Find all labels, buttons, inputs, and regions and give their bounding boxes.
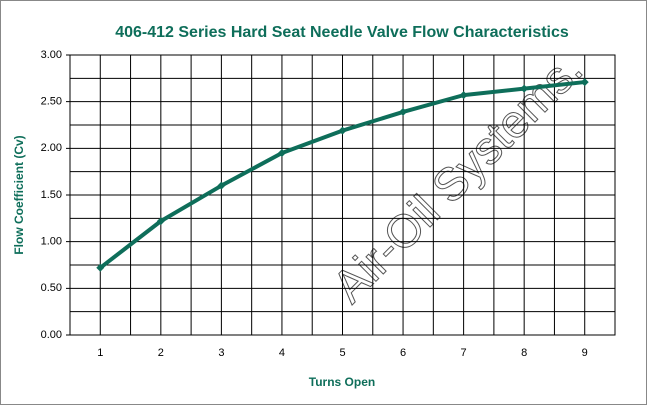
- data-point: [338, 126, 347, 135]
- data-point: [156, 217, 165, 226]
- x-tick-label: 6: [400, 347, 406, 359]
- y-tick-label: 2.00: [41, 142, 62, 154]
- x-tick-label: 8: [521, 347, 527, 359]
- data-point: [580, 78, 589, 87]
- x-axis-label: Turns Open: [309, 375, 375, 389]
- data-point: [520, 84, 529, 93]
- data-point: [277, 149, 286, 157]
- x-tick-label: 5: [339, 347, 345, 359]
- data-point: [459, 91, 468, 100]
- data-point: [96, 263, 105, 272]
- y-tick-label: 2.50: [41, 96, 62, 108]
- x-tick-label: 2: [158, 347, 164, 359]
- x-tick-label: 9: [582, 347, 588, 359]
- y-tick-label: 0.00: [41, 329, 62, 341]
- y-axis-label: Flow Coefficient (Cv): [12, 135, 26, 254]
- y-tick-label: 3.00: [41, 49, 62, 61]
- chart-title: 406-412 Series Hard Seat Needle Valve Fl…: [115, 24, 569, 41]
- y-tick-label: 0.50: [41, 282, 62, 294]
- data-point: [399, 107, 408, 116]
- x-tick-label: 3: [218, 347, 224, 359]
- y-tick-label: 1.00: [41, 236, 62, 248]
- plot-area: [69, 54, 616, 336]
- x-tick-label: 4: [279, 347, 285, 359]
- y-tick-label: 1.50: [41, 189, 62, 201]
- x-tick-label: 1: [97, 347, 103, 359]
- data-point: [217, 181, 226, 190]
- x-tick-label: 7: [461, 347, 467, 359]
